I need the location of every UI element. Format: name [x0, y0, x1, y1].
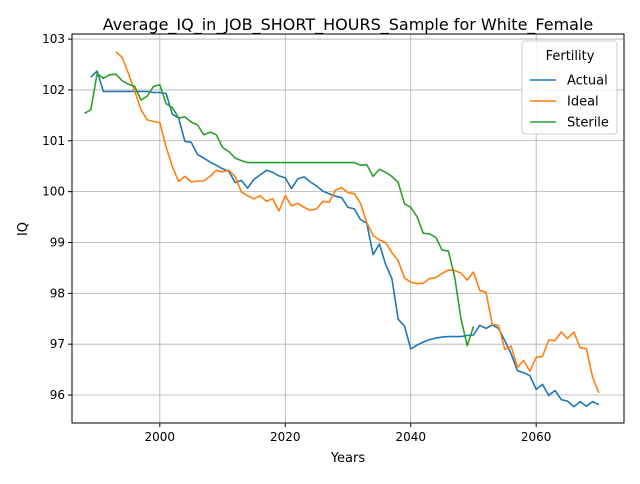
- chart-title: Average_IQ_in_JOB_SHORT_HOURS_Sample for…: [103, 15, 594, 35]
- x-tick-label: 2000: [145, 430, 176, 444]
- y-tick-label: 98: [50, 286, 65, 300]
- legend-label-sterile: Sterile: [567, 116, 609, 131]
- series-line-actual: [90, 70, 600, 408]
- y-tick-label: 96: [50, 388, 65, 402]
- x-axis-ticks: 2000 2020 2040 2060: [145, 423, 552, 444]
- legend-box: [521, 40, 618, 135]
- y-tick-label: 103: [42, 32, 65, 46]
- y-tick-label: 97: [50, 337, 65, 351]
- series-layer: [84, 51, 600, 408]
- series-line-ideal: [115, 51, 600, 394]
- x-tick-label: 2060: [521, 430, 552, 444]
- legend: Fertility Actual Ideal Sterile: [521, 40, 618, 135]
- y-tick-label: 101: [42, 134, 65, 148]
- legend-label-ideal: Ideal: [567, 95, 599, 110]
- x-tick-label: 2040: [395, 430, 426, 444]
- y-axis-label: IQ: [16, 222, 31, 236]
- x-tick-label: 2020: [270, 430, 301, 444]
- y-tick-label: 99: [50, 235, 65, 249]
- y-tick-label: 100: [42, 185, 65, 199]
- series-line-sterile: [84, 72, 475, 347]
- x-axis-label: Years: [330, 451, 366, 466]
- plot-area-frame: [71, 33, 625, 424]
- legend-label-actual: Actual: [567, 74, 608, 89]
- y-tick-label: 102: [42, 83, 65, 97]
- y-axis-ticks: 96 97 98 99 100 101 102 103: [42, 32, 72, 402]
- legend-title: Fertility: [546, 49, 595, 64]
